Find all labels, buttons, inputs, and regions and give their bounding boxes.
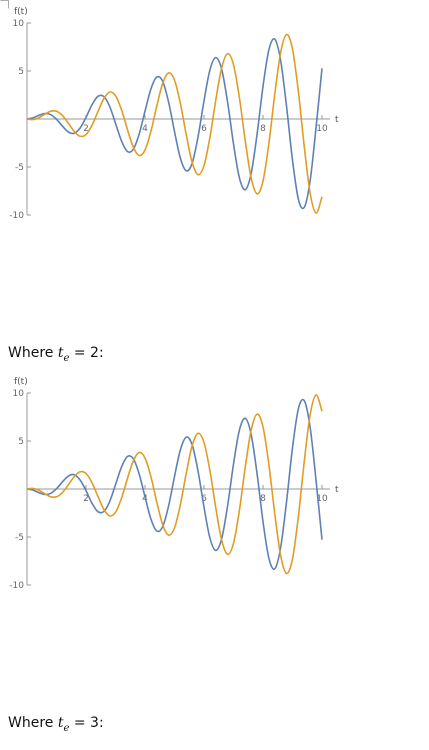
y-tick-label: 10 — [13, 19, 25, 29]
series-line — [26, 33, 323, 214]
x-tick-label: 10 — [316, 494, 328, 504]
caption-sub: e — [63, 353, 69, 364]
x-tick-label: 8 — [260, 494, 266, 504]
x-tick-label: 2 — [83, 494, 89, 504]
caption-rest: = 2: — [69, 345, 103, 361]
caption-var: t — [58, 345, 64, 361]
caption: Where te = 2: — [8, 345, 104, 364]
x-tick-label: 10 — [316, 124, 328, 134]
cell-bracket — [0, 0, 9, 9]
series-line — [26, 398, 323, 570]
x-axis-label: t — [335, 485, 339, 495]
y-tick-label: 5 — [18, 437, 24, 447]
x-tick-label: 2 — [83, 124, 89, 134]
x-tick-label: 8 — [260, 124, 266, 134]
y-tick-label: -5 — [15, 163, 24, 173]
y-axis-label: f(t) — [14, 377, 28, 387]
caption-lead: Where — [8, 715, 58, 731]
x-tick-label: 4 — [142, 124, 148, 134]
caption-lead: Where — [8, 345, 58, 361]
y-tick-label: 10 — [13, 389, 25, 399]
x-axis-label: t — [335, 115, 339, 125]
y-tick-label: 5 — [18, 67, 24, 77]
y-tick-label: -10 — [9, 581, 24, 591]
x-tick-label: 6 — [201, 494, 207, 504]
caption: Where te = 3: — [8, 715, 104, 734]
caption-var: t — [58, 715, 64, 731]
series-line — [26, 38, 323, 210]
caption-sub: e — [63, 723, 69, 734]
y-tick-label: -5 — [15, 533, 24, 543]
x-tick-label: 6 — [201, 124, 207, 134]
series-line — [26, 394, 323, 575]
y-tick-label: -10 — [9, 211, 24, 221]
y-axis-label: f(t) — [14, 7, 28, 17]
caption-rest: = 3: — [69, 715, 103, 731]
